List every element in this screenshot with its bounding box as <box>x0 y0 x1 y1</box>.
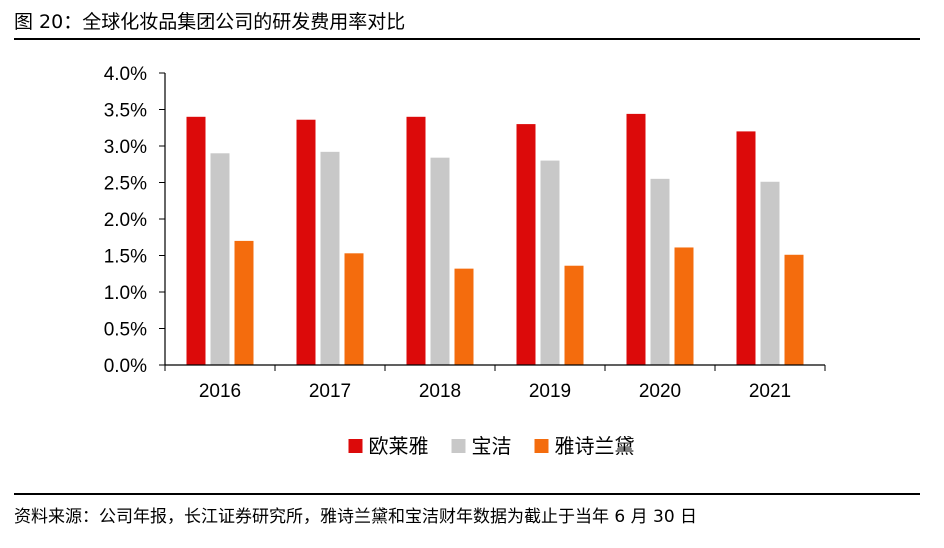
x-tick-label: 2021 <box>749 381 791 402</box>
bar <box>430 157 450 365</box>
bar <box>650 178 670 365</box>
legend-label: 雅诗兰黛 <box>555 434 635 458</box>
bar <box>210 153 230 365</box>
bar <box>540 160 560 365</box>
bar <box>454 268 474 365</box>
bar <box>760 181 780 365</box>
y-tick-label: 4.0% <box>104 64 147 85</box>
y-tick-label: 1.0% <box>104 283 147 304</box>
x-tick-label: 2019 <box>529 381 571 402</box>
bar-chart: 0.0% 0.5% 1.0% 1.5% 2.0% 2.5% 3.0% 3.5% 4.0% 2016… <box>104 64 826 458</box>
bar <box>626 113 646 365</box>
title-underline <box>14 38 920 40</box>
legend: 欧莱雅 宝洁 雅诗兰黛 <box>348 434 635 458</box>
y-tick-label: 2.0% <box>104 210 147 231</box>
source-divider <box>14 493 920 495</box>
x-tick-label: 2017 <box>309 381 351 402</box>
x-tick-label: 2018 <box>419 381 461 402</box>
y-tick-label: 0.0% <box>104 356 147 377</box>
bars-group <box>186 113 804 365</box>
y-tick-label: 1.5% <box>104 247 147 268</box>
bar <box>406 116 426 365</box>
bar <box>296 119 316 365</box>
bar <box>564 265 584 365</box>
legend-label: 欧莱雅 <box>369 434 429 458</box>
legend-swatch <box>348 439 363 453</box>
legend-label: 宝洁 <box>472 434 512 458</box>
y-tick-label: 3.5% <box>104 101 147 122</box>
y-tick-label: 2.5% <box>104 174 147 195</box>
y-tick-label: 0.5% <box>104 320 147 341</box>
x-tick-label: 2020 <box>639 381 681 402</box>
bar <box>516 124 536 365</box>
bar <box>784 254 804 365</box>
bar <box>344 253 364 365</box>
x-tick-label: 2016 <box>199 381 241 402</box>
legend-swatch <box>451 439 466 453</box>
bar <box>234 240 254 365</box>
figure-title: 图 20：全球化妆品集团公司的研发费用率对比 <box>14 11 406 33</box>
axes-group: 0.0% 0.5% 1.0% 1.5% 2.0% 2.5% 3.0% 3.5% 4.0% 2016… <box>104 64 826 402</box>
y-tick-label: 3.0% <box>104 137 147 158</box>
bar <box>320 151 340 365</box>
bar <box>186 116 206 365</box>
bar <box>736 131 756 365</box>
source-note: 资料来源：公司年报，长江证券研究所，雅诗兰黛和宝洁财年数据为截止于当年 6 月 … <box>14 507 698 527</box>
bar <box>674 247 694 365</box>
legend-swatch <box>534 439 549 453</box>
